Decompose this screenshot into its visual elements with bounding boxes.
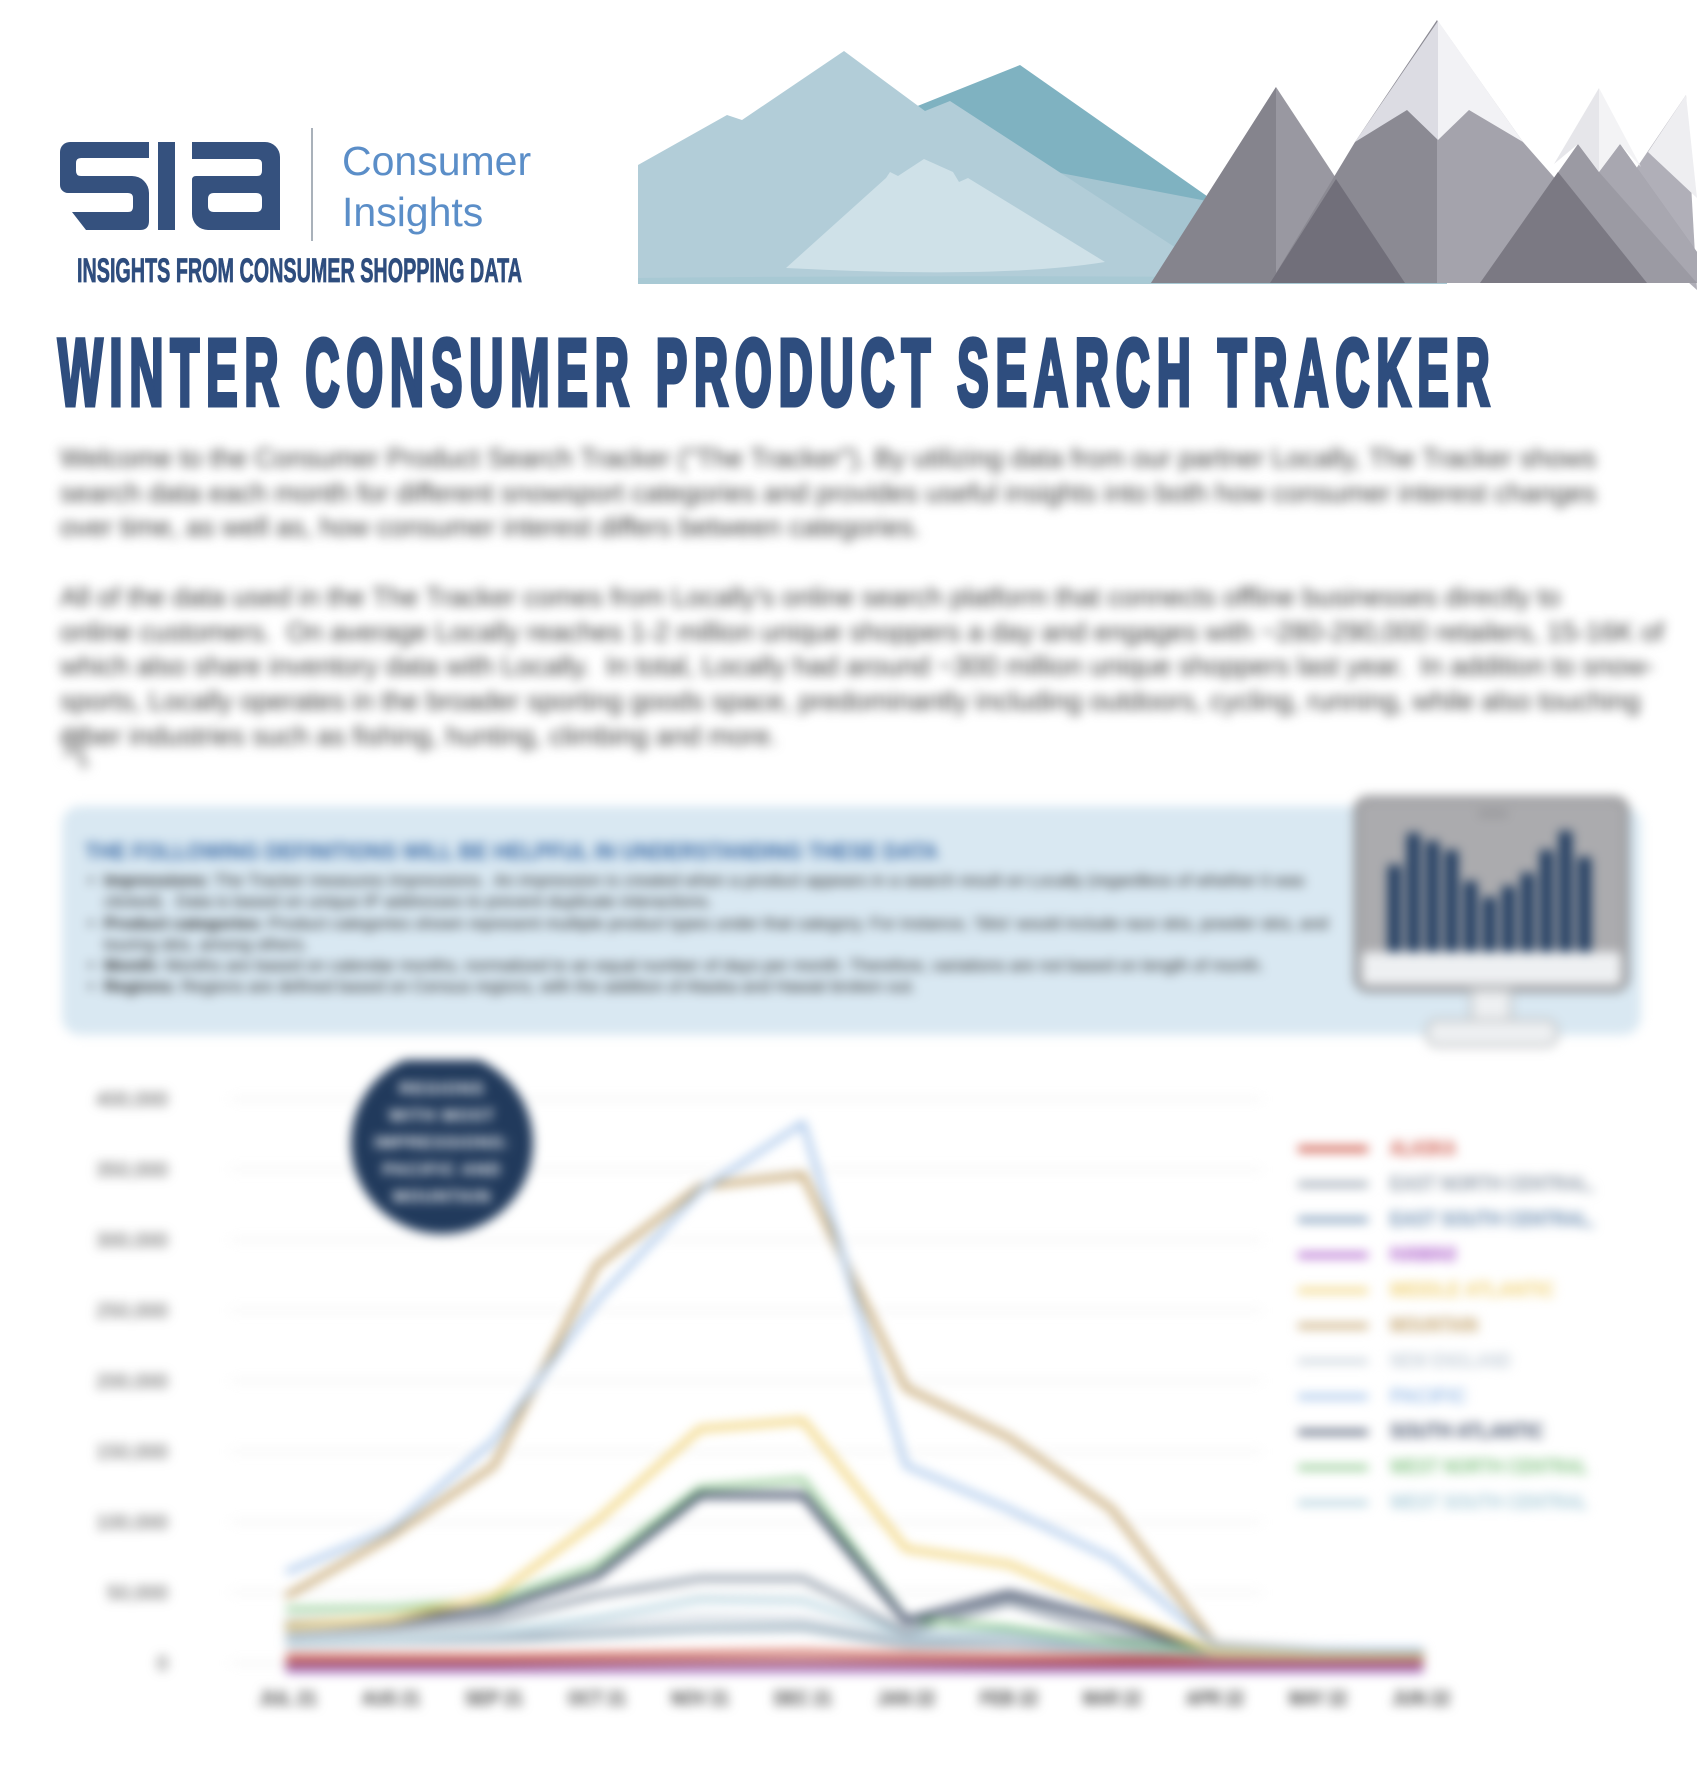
svg-text:JAN 22: JAN 22	[877, 1687, 935, 1710]
svg-text:IMPRESSIONS:: IMPRESSIONS:	[374, 1133, 510, 1152]
svg-text:0: 0	[157, 1653, 168, 1675]
svg-text:HAWAII: HAWAII	[1390, 1243, 1456, 1266]
svg-text:100,000: 100,000	[96, 1512, 168, 1534]
svg-text:WEST SOUTH CENTRAL: WEST SOUTH CENTRAL	[1390, 1491, 1588, 1514]
svg-text:APR 22: APR 22	[1186, 1687, 1244, 1710]
svg-text:FEB 22: FEB 22	[980, 1687, 1038, 1710]
svg-text:400,000: 400,000	[96, 1089, 168, 1111]
svg-text:WEST NORTH CENTRAL: WEST NORTH CENTRAL	[1390, 1456, 1588, 1479]
svg-text:MOUNTAIN: MOUNTAIN	[393, 1187, 491, 1206]
svg-text:50,000: 50,000	[107, 1583, 168, 1605]
svg-text:250,000: 250,000	[96, 1301, 168, 1323]
svg-text:REGIONS: REGIONS	[399, 1079, 484, 1098]
svg-text:AUG 21: AUG 21	[362, 1687, 420, 1710]
svg-text:INSIGHTS FROM CONSUMER SHOPPIN: INSIGHTS FROM CONSUMER SHOPPING DATA	[77, 252, 522, 290]
svg-text:PACIFIC AND: PACIFIC AND	[383, 1160, 502, 1179]
svg-text:150,000: 150,000	[96, 1442, 168, 1464]
svg-text:OCT 21: OCT 21	[568, 1687, 626, 1710]
svg-text:300,000: 300,000	[96, 1230, 168, 1252]
svg-text:WITH MOST: WITH MOST	[389, 1106, 495, 1125]
svg-text:SEP 21: SEP 21	[465, 1687, 523, 1710]
svg-text:SOUTH ATLANTIC: SOUTH ATLANTIC	[1390, 1420, 1544, 1443]
svg-text:EAST NORTH CENTRAL,: EAST NORTH CENTRAL,	[1390, 1172, 1594, 1195]
svg-text:MOUNTAIN: MOUNTAIN	[1390, 1314, 1478, 1337]
svg-text:MIDDLE ATLANTIC: MIDDLE ATLANTIC	[1390, 1279, 1555, 1302]
svg-text:JUL 21: JUL 21	[259, 1687, 317, 1710]
svg-text:200,000: 200,000	[96, 1371, 168, 1393]
svg-text:NOV 21: NOV 21	[671, 1687, 729, 1710]
svg-text:JUN 22: JUN 22	[1392, 1687, 1450, 1710]
svg-text:ALASKA: ALASKA	[1390, 1137, 1456, 1160]
svg-text:MAR 22: MAR 22	[1083, 1687, 1141, 1710]
svg-text:350,000: 350,000	[96, 1160, 168, 1182]
svg-text:EAST SOUTH CENTRAL,: EAST SOUTH CENTRAL,	[1390, 1208, 1594, 1231]
svg-text:NEW ENGLAND: NEW ENGLAND	[1390, 1349, 1511, 1372]
svg-text:WINTER CONSUMER PRODUCT SEARCH: WINTER CONSUMER PRODUCT SEARCH TRACKER	[58, 325, 1497, 425]
svg-text:MAY 22: MAY 22	[1289, 1687, 1347, 1710]
svg-text:DEC 21: DEC 21	[774, 1687, 832, 1710]
svg-text:THE FOLLOWING DEFINITIONS WILL: THE FOLLOWING DEFINITIONS WILL BE HELPFU…	[85, 839, 938, 864]
svg-text:PACIFIC: PACIFIC	[1390, 1385, 1467, 1408]
